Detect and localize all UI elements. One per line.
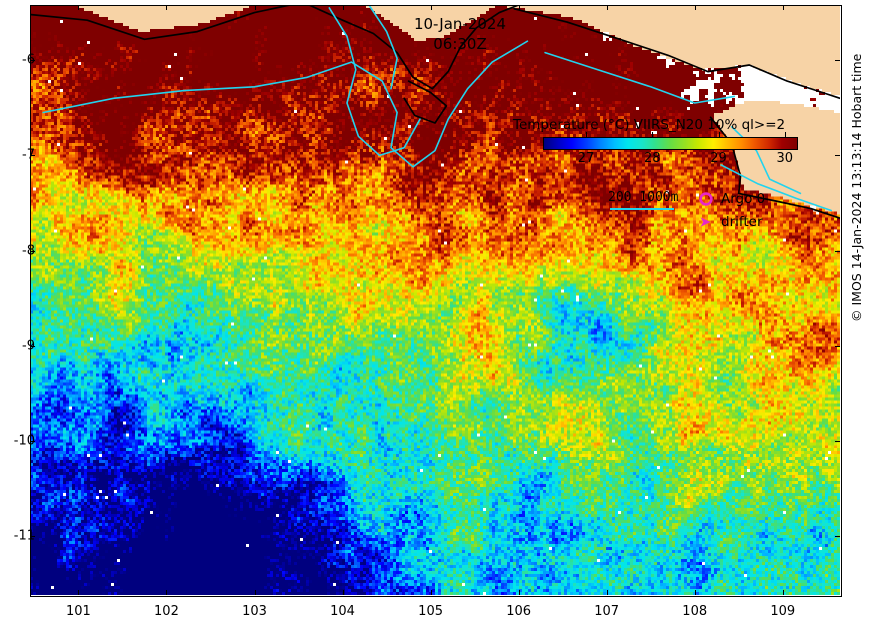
y-tick-mark bbox=[835, 440, 840, 442]
sst-heatmap-layer bbox=[30, 5, 840, 595]
x-tick-mark bbox=[430, 590, 432, 595]
x-tick-mark bbox=[254, 5, 256, 10]
x-tick-mark bbox=[606, 590, 608, 595]
colorbar-tick-label: 29 bbox=[710, 151, 727, 166]
x-tick-mark bbox=[342, 590, 344, 595]
y-tick-label: -10 bbox=[13, 433, 35, 449]
x-tick-label: 102 bbox=[154, 604, 179, 619]
colorbar-tick-mark bbox=[784, 132, 786, 137]
x-tick-mark bbox=[694, 5, 696, 10]
depth-contour-legend-line bbox=[610, 208, 674, 210]
x-tick-mark bbox=[430, 5, 432, 10]
y-tick-mark bbox=[30, 155, 35, 157]
coastline bbox=[308, 5, 520, 90]
drifter-legend-label: drifter bbox=[721, 214, 763, 230]
x-tick-mark bbox=[166, 5, 168, 10]
x-tick-mark bbox=[782, 590, 784, 595]
colorbar-tick-label: 28 bbox=[644, 151, 661, 166]
colorbar-tick-label: 30 bbox=[776, 151, 794, 166]
y-tick-mark bbox=[30, 536, 35, 537]
y-tick-mark bbox=[835, 250, 840, 252]
y-tick-label: -8 bbox=[22, 243, 35, 259]
y-tick-mark bbox=[835, 536, 840, 537]
colorbar-tick-mark bbox=[652, 132, 654, 137]
argo-legend-entry[interactable]: Argo 0 bbox=[698, 191, 765, 207]
y-tick-mark bbox=[30, 345, 35, 347]
depth-contour-legend-label: 200 1000m bbox=[608, 190, 679, 205]
x-tick-mark bbox=[606, 5, 608, 10]
bathymetry-contour bbox=[328, 7, 421, 157]
argo-legend-label: Argo 0 bbox=[721, 191, 766, 207]
y-tick-mark bbox=[30, 440, 35, 442]
sst-map[interactable]: 10-Jan-2024 06:30Z Temperature (°C) VIIR… bbox=[30, 5, 840, 595]
y-tick-mark bbox=[835, 345, 840, 347]
bathymetry-contour bbox=[720, 164, 832, 212]
colorbar-tick-label: 27 bbox=[577, 151, 595, 166]
x-tick-mark bbox=[78, 590, 80, 595]
coastline bbox=[403, 80, 448, 124]
y-tick-mark bbox=[835, 60, 840, 62]
x-tick-label: 104 bbox=[330, 604, 355, 619]
bathymetry-contour bbox=[368, 5, 398, 90]
x-tick-mark bbox=[518, 590, 520, 595]
open-circle-icon bbox=[699, 192, 713, 206]
map-vector-overlay bbox=[30, 5, 840, 220]
x-tick-label: 105 bbox=[418, 604, 444, 619]
x-tick-label: 101 bbox=[66, 604, 91, 619]
x-tick-label: 103 bbox=[242, 604, 267, 619]
y-tick-mark bbox=[835, 155, 840, 157]
drifter-legend-entry[interactable]: drifter bbox=[698, 214, 763, 230]
x-tick-label: 108 bbox=[682, 604, 708, 619]
x-tick-mark bbox=[694, 590, 696, 595]
y-tick-label: -9 bbox=[22, 338, 35, 354]
credit-text: © IMOS 14-Jan-2024 13:13:14 Hobart time bbox=[849, 53, 864, 322]
x-tick-label: 107 bbox=[594, 604, 620, 619]
x-tick-mark bbox=[78, 5, 80, 10]
y-tick-label: -11 bbox=[13, 528, 35, 544]
coastline-paths bbox=[30, 5, 840, 220]
bathymetry-contour-paths bbox=[42, 5, 832, 212]
coastline bbox=[709, 116, 742, 195]
arrowhead-icon bbox=[700, 217, 711, 227]
coastline bbox=[30, 5, 291, 41]
bathymetry-contour bbox=[42, 40, 529, 168]
colorbar-title: Temperature (°C) VIIRS_N20 10% ql>=2 bbox=[513, 117, 786, 133]
y-tick-label: -6 bbox=[22, 52, 35, 68]
coastline bbox=[513, 7, 840, 100]
x-tick-label: 106 bbox=[506, 604, 532, 619]
x-tick-mark bbox=[342, 5, 344, 10]
map-time-label: 06:30Z bbox=[433, 35, 487, 53]
colorbar-tick-mark bbox=[586, 132, 588, 137]
y-tick-label: -7 bbox=[22, 147, 35, 163]
x-tick-label: 109 bbox=[770, 604, 796, 619]
map-date-label: 10-Jan-2024 bbox=[413, 15, 507, 33]
x-tick-mark bbox=[166, 590, 168, 595]
y-tick-mark bbox=[30, 60, 35, 62]
bathymetry-contour bbox=[544, 51, 736, 104]
colorbar-tick-mark bbox=[718, 132, 720, 137]
colorbar-gradient bbox=[543, 137, 798, 150]
x-tick-mark bbox=[254, 590, 256, 595]
coastline bbox=[737, 192, 840, 220]
x-tick-mark bbox=[782, 5, 784, 10]
y-tick-mark bbox=[30, 250, 35, 252]
x-tick-mark bbox=[518, 5, 520, 10]
